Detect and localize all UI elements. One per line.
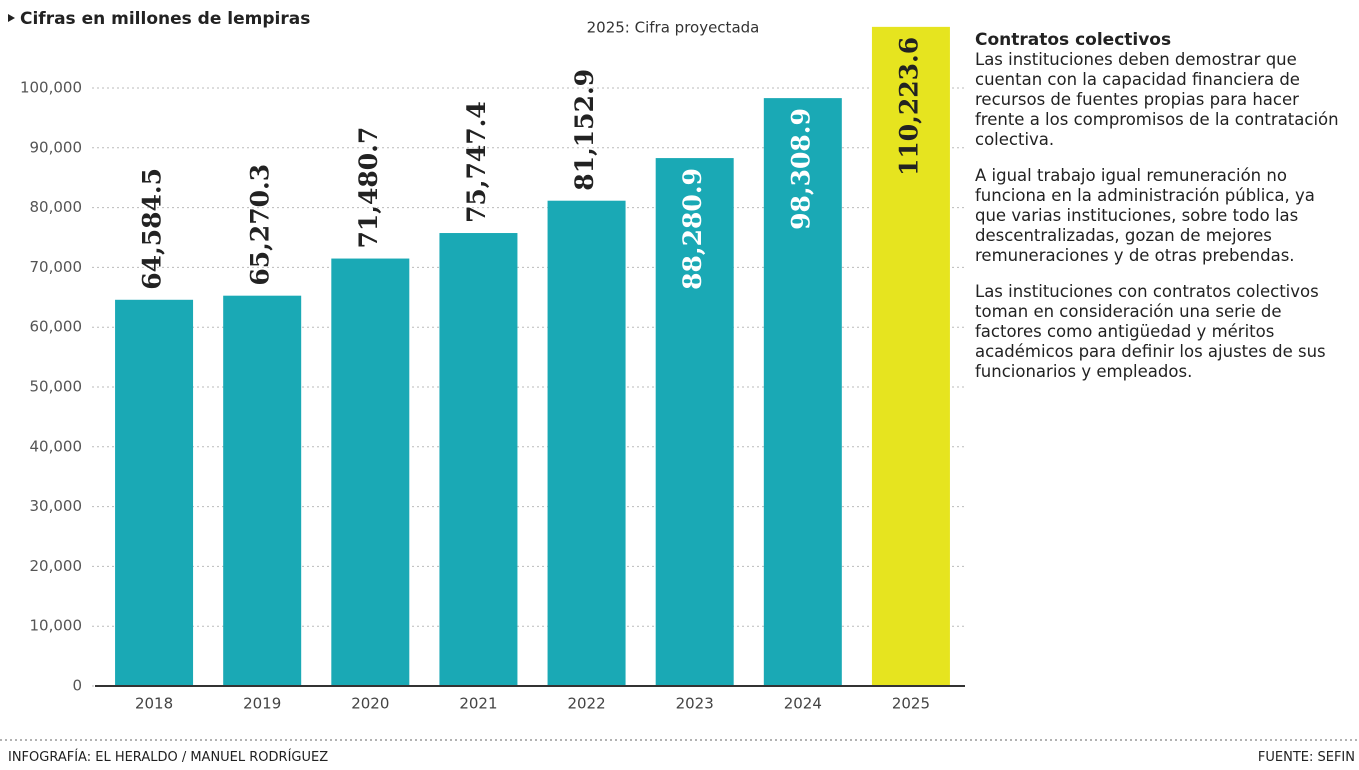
y-tick-label: 100,000 xyxy=(20,79,82,97)
bar xyxy=(115,299,194,686)
value-label: 75,747.4 xyxy=(462,101,491,223)
bar xyxy=(439,233,518,686)
value-label: 98,308.9 xyxy=(786,108,815,230)
value-label: 110,223.6 xyxy=(894,37,923,176)
y-tick-label: 70,000 xyxy=(30,258,83,276)
bar xyxy=(763,98,842,686)
x-tick-label: 2025 xyxy=(892,695,930,713)
y-tick-label: 90,000 xyxy=(30,138,83,156)
bar xyxy=(871,26,950,687)
x-tick-label: 2022 xyxy=(567,695,605,713)
sidebar-title: Contratos colectivos xyxy=(975,30,1172,50)
unit-note: Cifras en millones de lempiras xyxy=(20,9,310,29)
paragraph: Las instituciones con contratos colectiv… xyxy=(975,282,1326,381)
x-tick-label: 2024 xyxy=(784,695,822,713)
y-tick-label: 80,000 xyxy=(30,198,83,216)
paragraph: Las instituciones deben demostrar que cu… xyxy=(975,50,1339,149)
y-tick-label: 60,000 xyxy=(30,318,83,336)
subtitle: 2025: Cifra proyectada xyxy=(587,19,760,37)
y-tick-label: 20,000 xyxy=(30,557,83,575)
y-tick-label: 40,000 xyxy=(30,437,83,455)
x-tick-label: 2021 xyxy=(459,695,497,713)
value-label: 71,480.7 xyxy=(354,127,383,249)
y-tick-label: 0 xyxy=(72,677,82,695)
bar xyxy=(655,158,734,687)
x-tick-label: 2020 xyxy=(351,695,389,713)
bar xyxy=(547,200,626,686)
y-tick-label: 10,000 xyxy=(30,617,83,635)
credit: INFOGRAFÍA: EL HERALDO / MANUEL RODRÍGUE… xyxy=(8,750,329,765)
value-label: 88,280.9 xyxy=(678,168,707,290)
y-tick-label: 30,000 xyxy=(30,497,83,515)
paragraph: A igual trabajo igual remuneración no fu… xyxy=(975,166,1315,265)
value-label: 64,584.5 xyxy=(138,168,167,290)
bar xyxy=(223,295,302,686)
bullet xyxy=(8,14,15,22)
sidebar: Contratos colectivos Las instituciones d… xyxy=(975,30,1345,398)
x-tick-label: 2023 xyxy=(676,695,714,713)
value-label: 81,152.9 xyxy=(570,69,599,191)
bar xyxy=(331,258,410,686)
x-tick-label: 2018 xyxy=(135,695,173,713)
x-tick-label: 2019 xyxy=(243,695,281,713)
value-label: 65,270.3 xyxy=(246,164,275,286)
source: FUENTE: SEFIN xyxy=(1257,750,1355,765)
y-tick-label: 50,000 xyxy=(30,378,83,396)
